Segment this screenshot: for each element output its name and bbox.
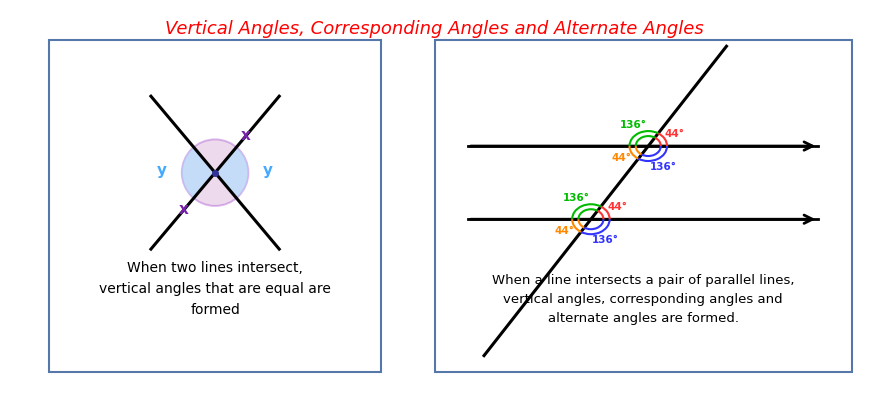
Text: When two lines intersect,
vertical angles that are equal are
formed: When two lines intersect, vertical angle… — [99, 261, 331, 317]
Text: 44°: 44° — [554, 226, 574, 236]
Text: x: x — [179, 202, 189, 217]
Text: 136°: 136° — [650, 162, 676, 172]
Text: 44°: 44° — [607, 202, 627, 213]
Text: y: y — [157, 164, 167, 179]
Text: y: y — [263, 164, 273, 179]
Text: 136°: 136° — [620, 120, 647, 130]
Text: 136°: 136° — [563, 193, 589, 203]
Text: 44°: 44° — [612, 153, 632, 163]
Text: Vertical Angles, Corresponding Angles and Alternate Angles: Vertical Angles, Corresponding Angles an… — [165, 20, 704, 38]
Wedge shape — [182, 147, 216, 198]
Circle shape — [182, 139, 249, 206]
Text: 136°: 136° — [593, 236, 619, 246]
Bar — [49, 40, 381, 372]
Text: x: x — [241, 128, 251, 143]
Wedge shape — [216, 147, 249, 198]
Bar — [434, 40, 852, 372]
Text: When a line intersects a pair of parallel lines,
vertical angles, corresponding : When a line intersects a pair of paralle… — [492, 274, 794, 325]
Text: 44°: 44° — [665, 129, 685, 139]
